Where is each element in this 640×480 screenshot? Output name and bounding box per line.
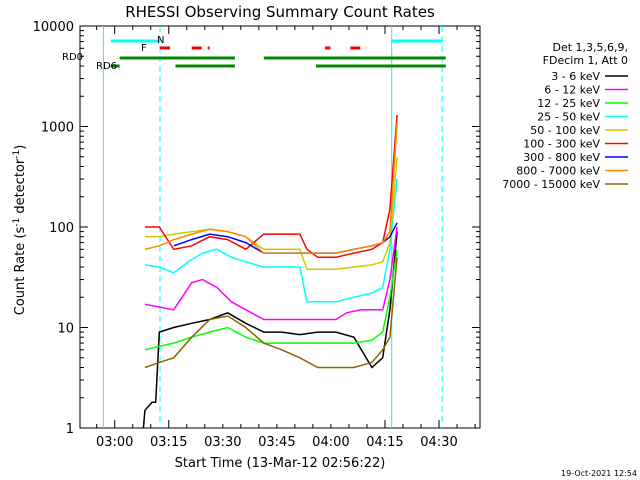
y-axis-label-mid: detector <box>13 158 28 218</box>
series-line-3 <box>144 178 398 303</box>
flag-label-rd0: RD0 <box>62 52 83 63</box>
x-tick-label: 03:15 <box>150 435 187 450</box>
y-axis-label-sup2: -1 <box>12 150 22 159</box>
legend-label-8: 7000 - 15000 keV <box>502 178 600 191</box>
legend-label-4: 50 - 100 keV <box>530 124 600 137</box>
chart-title: RHESSI Observing Summary Count Rates <box>125 3 435 21</box>
x-axis-label: Start Time (13-Mar-12 02:56:22) <box>175 456 386 471</box>
legend-label-6: 300 - 800 keV <box>523 151 600 164</box>
series-line-5 <box>144 114 398 259</box>
flag-label-rd6: RD6 <box>96 61 117 72</box>
x-tick-label: 03:00 <box>96 435 133 450</box>
series-line-8 <box>144 257 398 369</box>
y-axis-label-end: ) <box>13 145 28 150</box>
y-tick-label: 10000 <box>33 20 74 35</box>
y-tick-label: 100 <box>49 221 74 236</box>
plot-frame <box>79 25 481 429</box>
legend-header-1: Det 1,3,5,6,9, <box>552 41 628 54</box>
series-line-4 <box>144 156 398 270</box>
legend-label-2: 12 - 25 keV <box>537 97 600 110</box>
x-tick-label: 04:30 <box>420 435 457 450</box>
legend-label-5: 100 - 300 keV <box>523 138 600 151</box>
series-line-7 <box>144 122 398 254</box>
flag-label-f: F <box>141 43 147 54</box>
x-tick-label: 03:45 <box>258 435 295 450</box>
legend: Det 1,3,5,6,9, FDecim 1, Att 0 3 - 6 keV… <box>502 41 628 191</box>
legend-label-0: 3 - 6 keV <box>551 70 600 83</box>
y-tick-label: 1000 <box>41 121 74 136</box>
series-line-0 <box>142 231 398 429</box>
x-tick-label: 04:15 <box>366 435 403 450</box>
y-axis-label: Count Rate (s-1 detector-1) <box>12 145 28 316</box>
flag-label-n: N <box>157 35 164 46</box>
footer-timestamp: 19-Oct-2021 12:54 <box>561 469 637 478</box>
x-tick-label: 04:00 <box>312 435 349 450</box>
y-axis-label-main: Count Rate (s <box>13 227 28 316</box>
legend-label-1: 6 - 12 keV <box>544 84 600 97</box>
x-tick-label: 03:30 <box>204 435 241 450</box>
y-axis-label-sup1: -1 <box>12 218 22 227</box>
y-tick-label: 1 <box>66 422 74 437</box>
legend-header-2: FDecim 1, Att 0 <box>543 54 628 67</box>
y-tick-label: 10 <box>57 322 74 337</box>
series-line-2 <box>144 249 398 351</box>
legend-label-7: 800 - 7000 keV <box>516 165 600 178</box>
legend-label-3: 25 - 50 keV <box>537 111 600 124</box>
series-line-1 <box>144 226 398 321</box>
plot-area: 1 10 100 1000 10000 03:00 03:15 03:30 03:45 04:00… <box>33 20 481 450</box>
